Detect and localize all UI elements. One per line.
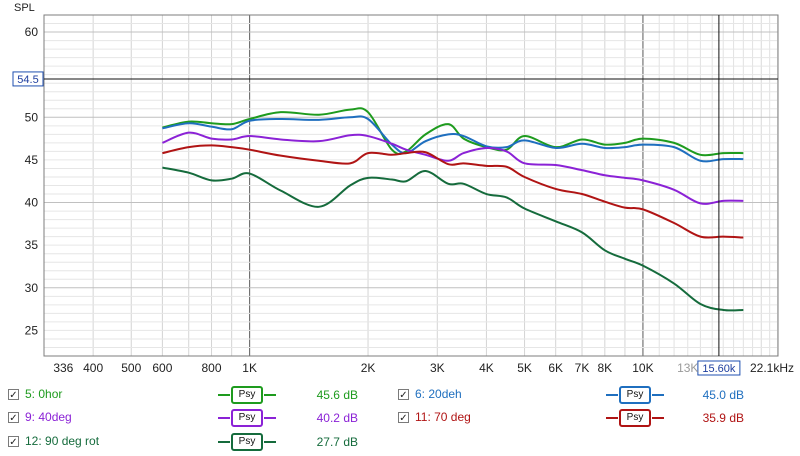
psy-label: Psy	[231, 409, 263, 427]
series-line-3	[162, 144, 744, 239]
legend-line-swatch	[218, 441, 230, 443]
legend-line-swatch	[218, 394, 230, 396]
cursor-x-box	[697, 360, 741, 376]
legend: ✓ 5: 0hor Psy 45.6 dB ✓ 6: 20deh Psy 45.0 dB ✓ 9:…	[0, 380, 800, 456]
y-tick-label: 30	[25, 281, 39, 295]
plot-frame	[43, 14, 779, 357]
psy-label: Psy	[231, 433, 263, 451]
x-tick-label: 500	[121, 361, 141, 375]
psy-button[interactable]: Psy	[606, 386, 664, 404]
series-line-1	[162, 115, 744, 163]
psy-label: Psy	[619, 409, 651, 427]
chart-grid	[43, 14, 779, 357]
legend-checkbox[interactable]: ✓	[398, 388, 409, 401]
legend-line-swatch	[606, 394, 618, 396]
legend-checkbox[interactable]: ✓	[8, 435, 19, 448]
psy-label: Psy	[231, 386, 263, 404]
legend-checkbox[interactable]: ✓	[8, 411, 19, 424]
psy-button[interactable]: Psy	[218, 386, 276, 404]
x-tick-label: 5K	[517, 361, 532, 375]
psy-button[interactable]: Psy	[218, 409, 276, 427]
psy-button[interactable]: Psy	[218, 433, 276, 451]
y-axis-title: SPL	[14, 2, 35, 14]
legend-line-swatch	[652, 417, 664, 419]
chart-background	[0, 0, 800, 380]
x-tick-label: 336	[53, 361, 73, 375]
y-tick-label: 50	[25, 110, 39, 124]
legend-value: 45.6 dB	[316, 388, 358, 402]
legend-line-swatch	[606, 417, 618, 419]
legend-value: 40.2 dB	[316, 411, 358, 425]
legend-line-swatch	[264, 441, 276, 443]
series-line-4	[162, 166, 744, 312]
legend-line-swatch	[264, 417, 276, 419]
legend-value: 45.0 dB	[702, 388, 744, 402]
y-tick-label: 60	[25, 25, 39, 39]
chart-axes: SPL 25 30 35 40 45 50 60 336 400 500 600 800 1K 2K 3K 4K…	[14, 2, 794, 375]
legend-checkbox[interactable]: ✓	[8, 388, 19, 401]
cursor-x-label: 15.60k	[702, 363, 736, 375]
psy-label: Psy	[619, 386, 651, 404]
x-tick-label: 2K	[361, 361, 376, 375]
legend-checkbox[interactable]: ✓	[398, 411, 409, 424]
y-tick-label: 45	[25, 153, 39, 167]
legend-series-name: 5: 0hor	[25, 387, 63, 401]
x-tick-label: 7K	[575, 361, 590, 375]
series-line-2	[162, 131, 744, 205]
legend-series-name: 12: 90 deg rot	[25, 434, 100, 448]
y-tick-label: 25	[25, 323, 39, 337]
x-tick-label: 4K	[479, 361, 494, 375]
legend-line-swatch	[218, 417, 230, 419]
chart-cursor[interactable]: 54.5 15.60k	[12, 15, 778, 376]
legend-entry: ✓ 9: 40deg Psy 40.2 dB	[0, 407, 800, 429]
x-tick-label: 3K	[430, 361, 445, 375]
x-tick-label: 800	[202, 361, 222, 375]
cursor-y-label: 54.5	[17, 74, 38, 86]
x-tick-label: 13K	[677, 361, 698, 375]
legend-line-swatch	[264, 394, 276, 396]
cursor-y-box	[12, 71, 44, 87]
legend-value: 35.9 dB	[702, 411, 744, 425]
x-tick-label: 6K	[548, 361, 563, 375]
legend-entry: ✓ 12: 90 deg rot Psy 27.7 dB	[0, 431, 800, 453]
spl-chart[interactable]: 54.5 15.60k SPL 25 30 35 40 45 50 60 336 400 500 600…	[0, 0, 800, 380]
x-tick-label: 600	[152, 361, 172, 375]
x-tick-label: 400	[83, 361, 103, 375]
x-tick-label: 8K	[597, 361, 612, 375]
legend-value: 27.7 dB	[316, 435, 358, 449]
x-tick-label: 1K	[242, 361, 257, 375]
legend-series-name: 6: 20deh	[415, 387, 462, 401]
y-tick-label: 35	[25, 238, 39, 252]
series-line-0	[162, 107, 744, 157]
legend-series-name: 11: 70 deg	[415, 410, 471, 424]
legend-series-name: 9: 40deg	[25, 410, 72, 424]
x-tick-label: 22.1kHz	[750, 361, 794, 375]
legend-entry: ✓ 5: 0hor Psy 45.6 dB	[0, 384, 800, 406]
legend-entry: ✓ 11: 70 deg Psy 35.9 dB	[0, 407, 800, 429]
y-tick-label: 40	[25, 196, 39, 210]
legend-line-swatch	[652, 394, 664, 396]
legend-entry: ✓ 6: 20deh Psy 45.0 dB	[0, 384, 800, 406]
x-tick-label: 10K	[632, 361, 653, 375]
psy-button[interactable]: Psy	[606, 409, 664, 427]
chart-curves	[162, 107, 744, 312]
